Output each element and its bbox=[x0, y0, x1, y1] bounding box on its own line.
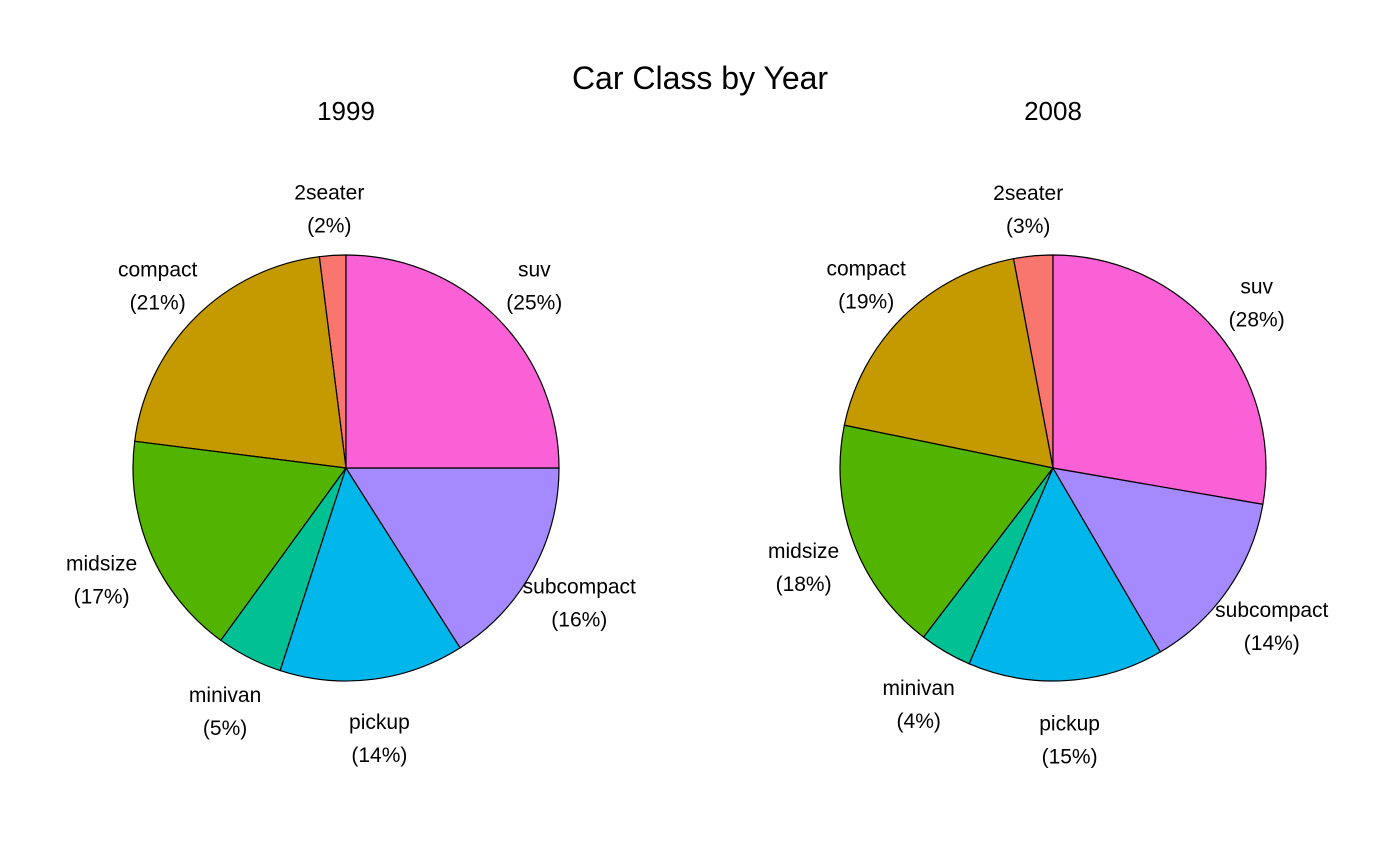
pie-slice-2008-subcompact bbox=[1051, 467, 1264, 653]
pie-slice-1999-midsize bbox=[132, 440, 348, 642]
pie-1999: 1999 2seater (2%) compact (21%) midsize (17%)… bbox=[66, 96, 636, 767]
slice-label-1999-subcompact: subcompact bbox=[523, 575, 636, 598]
slice-label-1999-pickup: pickup bbox=[349, 711, 410, 734]
pie-slice-1999-subcompact bbox=[344, 467, 560, 649]
pie-2008: 2008 2seater (3%) compact (19%) midsize (18%)… bbox=[768, 96, 1329, 769]
pie-slice-1999-compact bbox=[134, 256, 347, 469]
slice-percent-2008-2seater: (3%) bbox=[1006, 215, 1050, 238]
pie-title-1999: 1999 bbox=[317, 96, 375, 126]
slice-label-2008-minivan: minivan bbox=[883, 677, 955, 700]
slice-label-2008-suv: suv bbox=[1240, 276, 1273, 299]
slice-label-1999-minivan: minivan bbox=[189, 684, 261, 707]
slice-label-2008-2seater: 2seater bbox=[993, 182, 1063, 205]
chart-title: Car Class by Year bbox=[572, 60, 828, 96]
pie-2008-labels: 2seater (3%) compact (19%) midsize (18%) miniv… bbox=[768, 182, 1329, 769]
slice-percent-1999-pickup: (14%) bbox=[351, 744, 407, 767]
slice-label-1999-2seater: 2seater bbox=[294, 181, 364, 204]
slice-percent-2008-pickup: (15%) bbox=[1042, 746, 1098, 769]
slice-percent-2008-compact: (19%) bbox=[838, 290, 894, 313]
pie-1999-slices bbox=[132, 254, 560, 682]
slice-percent-2008-minivan: (4%) bbox=[897, 710, 941, 733]
slice-label-2008-pickup: pickup bbox=[1039, 713, 1100, 736]
slice-label-1999-suv: suv bbox=[518, 259, 551, 282]
slice-percent-1999-subcompact: (16%) bbox=[551, 608, 607, 631]
slice-percent-1999-minivan: (5%) bbox=[203, 717, 247, 740]
pie-slice-2008-suv bbox=[1052, 254, 1267, 505]
slice-label-2008-midsize: midsize bbox=[768, 540, 839, 563]
slice-percent-1999-midsize: (17%) bbox=[74, 586, 130, 609]
pie-slice-1999-suv bbox=[345, 254, 560, 469]
pie-title-2008: 2008 bbox=[1024, 96, 1082, 126]
slice-percent-2008-suv: (28%) bbox=[1229, 309, 1285, 332]
pie-slice-2008-midsize bbox=[839, 424, 1055, 638]
pie-2008-slices bbox=[839, 254, 1267, 682]
slice-percent-1999-suv: (25%) bbox=[506, 292, 562, 315]
slice-percent-2008-subcompact: (14%) bbox=[1244, 632, 1300, 655]
slice-percent-1999-compact: (21%) bbox=[130, 292, 186, 315]
slice-label-1999-midsize: midsize bbox=[66, 553, 137, 576]
slice-label-1999-compact: compact bbox=[118, 259, 198, 282]
pie-slice-2008-compact bbox=[843, 257, 1054, 469]
slice-label-2008-subcompact: subcompact bbox=[1215, 599, 1328, 622]
pie-slice-2008-pickup bbox=[968, 466, 1162, 682]
slice-label-2008-compact: compact bbox=[827, 257, 907, 280]
slice-percent-2008-midsize: (18%) bbox=[776, 573, 832, 596]
pie-1999-labels: 2seater (2%) compact (21%) midsize (17%) miniv… bbox=[66, 181, 636, 767]
pie-slice-1999-pickup bbox=[279, 466, 461, 682]
slice-percent-1999-2seater: (2%) bbox=[307, 214, 351, 237]
